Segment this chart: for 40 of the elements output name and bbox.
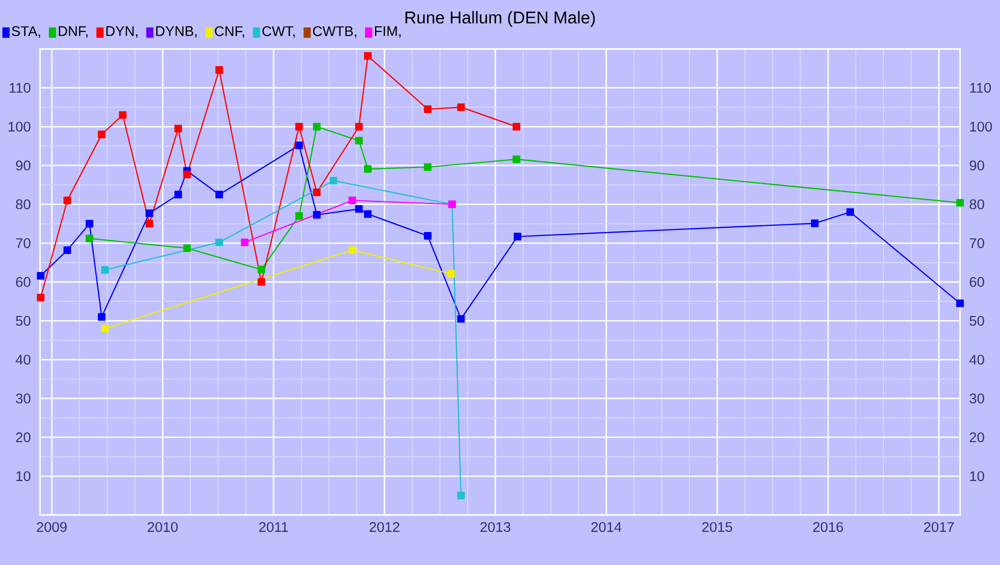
x-tick-label: 2012	[370, 522, 400, 532]
y-tick-label: 90	[16, 160, 30, 170]
legend-label: DYNB,	[156, 26, 197, 38]
y2-tick-label: 40	[969, 354, 984, 365]
legend-label: DYN,	[106, 26, 138, 38]
x-tick-label: 2015	[702, 522, 732, 532]
legend-label: DNF,	[58, 26, 88, 38]
x-tick-label: 2009	[36, 522, 67, 532]
y2-tick-label: 20	[970, 432, 984, 442]
y-tick-label: 50	[16, 316, 30, 326]
y-tick-label: 70	[16, 238, 30, 248]
y2-tick-label: 10	[970, 471, 984, 482]
x-tick-label: 2013	[480, 522, 510, 532]
y2-tick-label: 50	[970, 316, 984, 326]
x-tick-label: 2014	[591, 522, 622, 532]
x-tick-label: 2016	[813, 522, 843, 532]
y2-tick-label: 90	[970, 160, 984, 170]
x-tick-label: 2017	[924, 522, 954, 532]
y2-tick-label: 110	[970, 82, 991, 93]
legend-label: CNF,	[214, 26, 244, 38]
legend-label: FIM,	[375, 26, 401, 38]
y-tick-label: 40	[16, 354, 30, 365]
y-tick-label: 20	[16, 432, 30, 442]
y2-tick-label: 30	[970, 394, 984, 404]
y-tick-label: 110	[10, 82, 30, 93]
legend-label: CWT,	[262, 26, 295, 38]
y-tick-label: 10	[16, 471, 30, 482]
x-tick-label: 2010	[148, 522, 178, 532]
legend-label: STA,	[12, 26, 40, 38]
legend-label: CWTB,	[313, 26, 356, 38]
chart-title: Rune Hallum (DEN Male)	[406, 11, 595, 27]
y2-tick-label: 70	[970, 238, 984, 248]
y2-tick-label: 80	[970, 199, 984, 210]
y-tick-label: 80	[16, 199, 30, 210]
y-tick-label: 60	[16, 277, 30, 287]
y2-tick-label: 60	[970, 277, 984, 287]
x-tick-label: 2011	[259, 522, 288, 532]
y-tick-label: 30	[16, 394, 30, 404]
y2-tick-label: 100	[970, 122, 992, 132]
y-tick-label: 100	[8, 122, 30, 132]
